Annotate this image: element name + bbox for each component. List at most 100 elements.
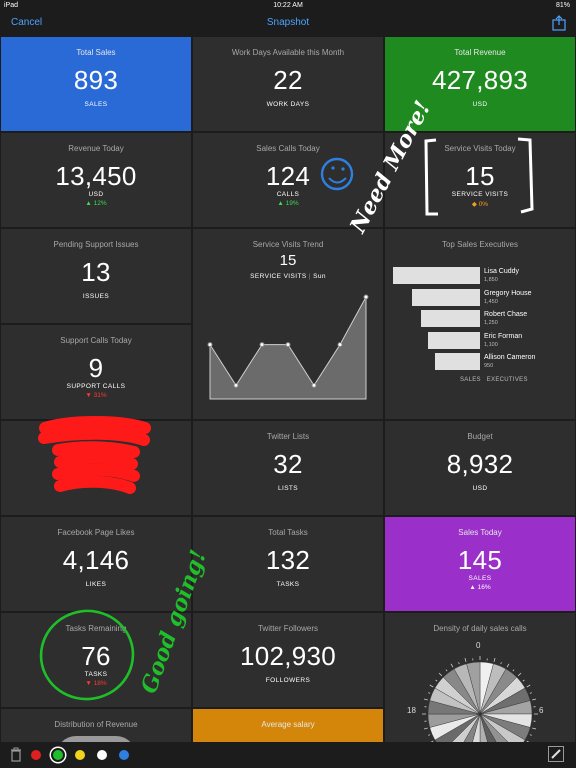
color-swatch[interactable] <box>31 750 41 760</box>
tile-title: Total Sales <box>76 48 116 57</box>
tile-value: 32 <box>273 449 303 479</box>
funnel-bar <box>412 288 480 306</box>
density-tick <box>500 662 502 665</box>
density-tick <box>529 734 532 736</box>
trend-point <box>285 342 291 348</box>
sales-today-tile[interactable]: Sales Today 145 SALES ▲ 16% <box>385 517 575 611</box>
density-label-6: 6 <box>539 706 544 715</box>
tile-unit: FOLLOWERS <box>265 677 311 684</box>
trend-point <box>233 382 239 388</box>
status-bar: iPad 10:22 AM 81% <box>0 0 576 12</box>
tasks-remaining-tile[interactable]: Tasks Remaining 76 TASKS ▼ 18% <box>1 613 191 707</box>
tile-unit: WORK DAYS <box>266 101 310 108</box>
executive-value: 950 <box>484 363 494 369</box>
pending-support-tile[interactable]: Pending Support Issues 13 ISSUES <box>1 229 191 323</box>
density-tick <box>526 684 531 688</box>
density-tick <box>512 669 515 672</box>
density-tick <box>526 740 530 742</box>
twitter-followers-tile[interactable]: Twitter Followers 102,930 FOLLOWERS <box>193 613 383 707</box>
trend-point <box>363 294 369 300</box>
tile-unit: SALES <box>468 575 492 582</box>
executive-value: 1,850 <box>484 277 498 283</box>
density-tick <box>458 662 460 665</box>
funnel-bar <box>428 331 480 349</box>
funnel-bar <box>421 310 480 327</box>
trend-subtitle: SERVICE VISITS | Sun <box>193 273 383 280</box>
tile-value: 13,450 <box>55 161 137 191</box>
tile-value: 102,930 <box>239 641 337 671</box>
density-tick <box>464 657 467 662</box>
density-tick <box>506 663 510 668</box>
density-tick <box>428 692 431 694</box>
tile-title: Sales Today <box>458 528 502 537</box>
tile-value: 22 <box>273 65 303 95</box>
avg-salary-tile[interactable]: Average salary <box>193 709 383 742</box>
tile-value: 132 <box>265 545 311 575</box>
executive-name: Gregory House <box>484 289 532 297</box>
total-tasks-tile[interactable]: Total Tasks 132 TASKS <box>193 517 383 611</box>
tile-change: ▼ 31% <box>85 392 107 399</box>
executive-value: 1,450 <box>484 298 498 305</box>
density-tick <box>529 692 532 694</box>
tile-title: Pending Support Issues <box>53 240 139 249</box>
density-tick <box>435 679 438 682</box>
density-label-18: 18 <box>407 706 416 715</box>
tile-unit: USD <box>472 101 488 108</box>
page-title: Snapshot <box>266 17 310 28</box>
twitter-lists-tile[interactable]: Twitter Lists 32 LISTS <box>193 421 383 515</box>
tile-value: 9 <box>88 353 104 383</box>
tile-change: ▲ 19% <box>277 200 299 207</box>
tile-unit: TASKS <box>276 581 300 588</box>
tile-value: 8,932 <box>446 449 514 479</box>
density-tile[interactable]: Density of daily sales calls 0 6 18 <box>385 613 575 742</box>
tile-change: ▲ 12% <box>85 200 107 207</box>
support-calls-tile[interactable]: Support Calls Today 9 SUPPORT CALLS ▼ 31… <box>1 325 191 419</box>
revenue-today-tile[interactable]: Revenue Today 13,450 USD ▲ 12% <box>1 133 191 227</box>
tile-unit: SERVICE VISITS <box>250 273 307 280</box>
funnel-bar <box>435 353 480 370</box>
tile-title: Density of daily sales calls <box>433 624 527 633</box>
trash-icon[interactable] <box>10 747 22 762</box>
trend-point <box>259 342 265 348</box>
tile-unit: TASKS <box>84 671 108 678</box>
battery-label: 81% <box>555 2 570 9</box>
facebook-likes-tile[interactable]: Facebook Page Likes 4,146 LIKES <box>1 517 191 611</box>
color-swatch[interactable] <box>53 750 63 760</box>
funnel-bar <box>393 267 480 284</box>
density-slice <box>463 713 481 742</box>
service-trend-tile[interactable]: Service Visits Trend 15 SERVICE VISITS |… <box>193 229 383 419</box>
tile-title: Budget <box>467 432 493 441</box>
density-slice <box>479 713 526 742</box>
executive-value: 1,250 <box>484 320 498 326</box>
density-tick <box>493 657 496 662</box>
share-icon[interactable] <box>552 15 566 31</box>
color-swatch[interactable] <box>97 750 107 760</box>
tile-title: Service Visits Trend <box>252 240 324 249</box>
tile-title: Tasks Remaining <box>65 624 127 633</box>
tile-value: 13 <box>81 257 111 287</box>
trend-chart <box>207 294 369 400</box>
color-swatch[interactable] <box>75 750 85 760</box>
distribution-tile[interactable]: Distribution of Revenue <box>1 709 191 742</box>
budget-tile[interactable]: Budget 8,932 USD <box>385 421 575 515</box>
sales-calls-tile[interactable]: Sales Calls Today 124 CALLS ▲ 19% <box>193 133 383 227</box>
service-visits-tile[interactable]: Service Visits Today 15 SERVICE VISITS ◆… <box>385 133 575 227</box>
tile-value: 15 <box>465 161 495 191</box>
total-revenue-tile[interactable]: Total Revenue 427,893 USD <box>385 37 575 131</box>
tile-change: ▲ 16% <box>469 584 491 591</box>
redacted-tile[interactable] <box>1 421 191 515</box>
tile-value: 15 <box>279 252 297 269</box>
tile-title: Total Revenue <box>454 48 506 57</box>
top-sales-tile[interactable]: Top Sales Executives Lisa Cuddy 1,850 Greg… <box>385 229 575 419</box>
total-sales-tile[interactable]: Total Sales 893 SALES <box>1 37 191 131</box>
cancel-button[interactable]: Cancel <box>11 17 43 28</box>
tile-title: Facebook Page Likes <box>57 528 135 537</box>
pencil-icon[interactable] <box>548 746 564 762</box>
density-tick <box>517 672 522 677</box>
trend-point <box>207 342 213 348</box>
color-swatch[interactable] <box>119 750 129 760</box>
device-label: iPad <box>4 2 19 9</box>
work-days-tile[interactable]: Work Days Available this Month 22 WORK D… <box>193 37 383 131</box>
density-slice <box>479 713 509 742</box>
nav-bar: Cancel Snapshot <box>0 12 576 36</box>
